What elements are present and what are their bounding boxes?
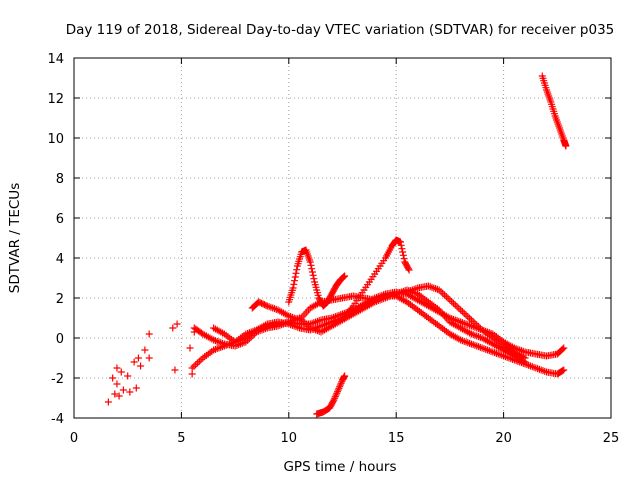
y-tick-label: 12 [47,92,64,107]
data-point [521,354,529,362]
y-axis-label: SDTVAR / TECUs [7,183,23,293]
data-point [141,346,149,354]
series-low-branch [313,372,349,418]
plot-frame [73,57,612,419]
data-point [188,370,196,378]
y-tick-label: 4 [56,252,64,267]
data-point [559,367,567,375]
data-point [145,330,153,338]
data-point [104,398,112,406]
data-point [290,280,298,288]
data-point [126,388,134,396]
data-point [340,273,348,281]
data-point [404,265,412,273]
data-point [399,251,407,259]
x-tick-label: 10 [281,431,298,446]
data-point [397,241,405,249]
data-point [262,301,270,309]
data-point [330,396,338,404]
data-point [113,380,121,388]
x-tick-label: 20 [495,431,512,446]
y-tick-label: 2 [56,292,64,307]
y-tick-label: 14 [47,52,64,67]
y-tick-label: -2 [51,372,64,387]
data-point [559,345,567,353]
y-tick-label: 0 [56,332,64,347]
y-tick-label: 6 [56,212,64,227]
data-point [130,358,138,366]
data-point [341,372,349,380]
data-point [337,379,345,387]
tick-marks [73,57,612,419]
series-arc-D [248,282,529,362]
data-point [334,386,342,394]
data-point [333,389,341,397]
data-point [291,277,299,285]
x-tick-label: 25 [603,431,620,446]
y-tick-label: 8 [56,172,64,187]
data-point [124,372,132,380]
data-point [332,391,340,399]
data-point [306,258,314,266]
x-tick-label: 15 [388,431,405,446]
data-point [336,383,344,391]
data-point [329,397,337,405]
data-point [336,381,344,389]
data-point [171,366,179,374]
data-point [331,394,339,402]
data-point [400,255,408,263]
data-point [560,344,568,352]
data-point [291,273,299,281]
series-peak-2 [341,236,413,322]
data-point [115,392,123,400]
tick-labels: 0 5 10 15 20 25 -4 -2 0 2 4 6 8 10 12 14 [47,52,619,446]
data-point [310,275,318,283]
data-point [309,271,317,279]
y-tick-label: 10 [47,132,64,147]
data-point [339,273,347,281]
data-point [333,388,341,396]
series-early-scattered [104,320,198,406]
data-point [134,354,142,362]
data-point [399,248,407,256]
data-point [117,368,125,376]
data-point [405,266,413,274]
x-axis-label: GPS time / hours [283,459,396,475]
data-point [132,384,140,392]
series-arc-C [210,292,568,378]
data-point [137,362,145,370]
data-point [119,386,127,394]
data-point [307,261,315,269]
data-point [145,354,153,362]
data-point [289,284,297,292]
x-tick-label: 0 [70,431,78,446]
data-point [111,390,119,398]
data-point [113,364,121,372]
x-tick-label: 5 [177,431,185,446]
data-point [186,344,194,352]
data-point [398,245,406,253]
data-point [173,320,181,328]
data-point [331,393,339,401]
data-point [562,142,570,150]
data-point [109,374,117,382]
data-points [104,72,570,418]
data-point [169,324,177,332]
data-point [293,266,301,274]
y-tick-label: -4 [51,412,64,427]
series-high-branch [538,72,570,150]
data-point [396,238,404,246]
data-point [308,265,316,273]
data-point [560,366,568,374]
data-point [341,272,349,280]
data-point [292,269,300,277]
series-peak-1 [285,246,349,310]
chart-title: Day 119 of 2018, Sidereal Day-to-day VTE… [66,22,615,38]
data-point [335,384,343,392]
data-point [308,268,316,276]
